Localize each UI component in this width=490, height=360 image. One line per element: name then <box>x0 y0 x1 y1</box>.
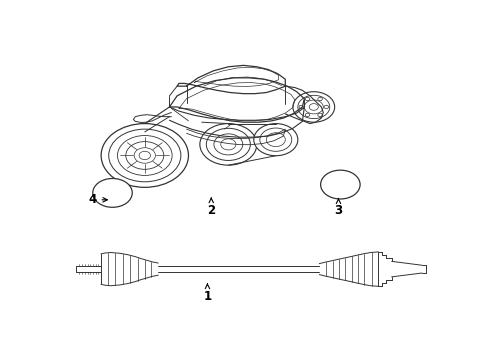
Circle shape <box>320 170 360 199</box>
Text: 2: 2 <box>207 198 215 217</box>
Text: 4: 4 <box>88 193 107 206</box>
Circle shape <box>101 123 189 187</box>
Text: 3: 3 <box>334 199 343 217</box>
Text: 1: 1 <box>203 284 212 303</box>
Circle shape <box>93 179 132 207</box>
Circle shape <box>254 123 298 156</box>
Circle shape <box>200 123 257 165</box>
